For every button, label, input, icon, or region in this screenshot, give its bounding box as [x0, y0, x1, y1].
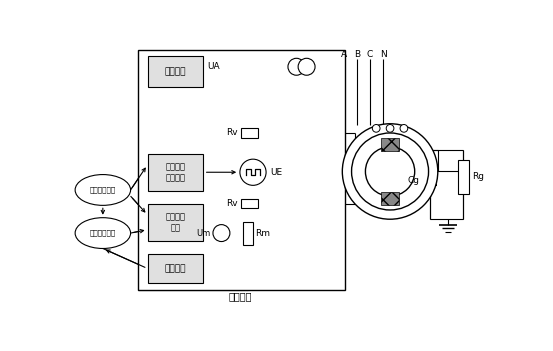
Bar: [148, 254, 203, 283]
Text: UA: UA: [207, 62, 220, 71]
Text: 人工分析波形: 人工分析波形: [90, 230, 116, 236]
Bar: [138, 50, 345, 290]
Bar: [241, 199, 258, 208]
Text: N: N: [380, 50, 387, 59]
Circle shape: [240, 159, 266, 185]
Circle shape: [372, 125, 380, 132]
Ellipse shape: [75, 174, 131, 205]
Text: B: B: [354, 50, 360, 59]
Text: C: C: [367, 50, 373, 59]
Text: Rm: Rm: [255, 229, 270, 238]
Text: 测频模块: 测频模块: [164, 67, 186, 76]
Bar: [381, 192, 399, 205]
Text: 整定周期定值: 整定周期定值: [90, 187, 116, 193]
Bar: [148, 204, 203, 241]
Bar: [243, 221, 253, 245]
Text: Rg: Rg: [472, 172, 484, 181]
Text: 方波极性
切换模块: 方波极性 切换模块: [165, 163, 185, 182]
Text: Rv: Rv: [226, 199, 238, 208]
Bar: [148, 154, 203, 191]
Circle shape: [288, 58, 305, 75]
Circle shape: [342, 124, 438, 219]
Circle shape: [366, 147, 415, 196]
Text: UE: UE: [270, 168, 282, 177]
Text: 录波模块: 录波模块: [164, 264, 186, 273]
Bar: [381, 138, 399, 152]
Circle shape: [298, 58, 315, 75]
Bar: [458, 160, 468, 194]
Circle shape: [213, 225, 230, 241]
Text: 采样计算
模块: 采样计算 模块: [165, 213, 185, 232]
Bar: [241, 128, 258, 138]
Text: Um: Um: [196, 229, 211, 238]
Text: 保护装置: 保护装置: [228, 291, 252, 301]
Text: Rv: Rv: [226, 128, 238, 138]
Text: Cg: Cg: [408, 176, 419, 185]
Ellipse shape: [75, 218, 131, 249]
Text: A: A: [341, 50, 347, 59]
Circle shape: [352, 133, 429, 210]
Circle shape: [386, 125, 394, 132]
Circle shape: [400, 125, 408, 132]
Bar: [148, 56, 203, 87]
